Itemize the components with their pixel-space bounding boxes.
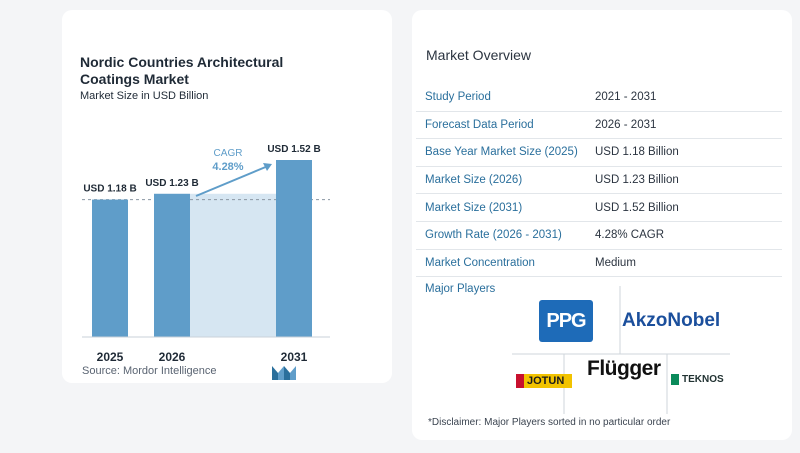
major-players-label: Major Players — [425, 283, 496, 295]
bar-2026 — [154, 193, 190, 337]
x-tick-label: 2026 — [159, 350, 186, 364]
chart-subtitle: Market Size in USD Billion — [80, 90, 209, 102]
projection-band — [190, 193, 276, 337]
chart-title: Nordic Countries Architectural Coatings … — [80, 54, 284, 87]
overview-row: Market Concentration Medium — [416, 250, 782, 278]
overview-row: Study Period 2021 - 2031 — [416, 84, 782, 112]
teknos-logo: TEKNOS — [671, 374, 724, 385]
akzonobel-logo: AkzoNobel — [622, 310, 721, 331]
data-label: USD 1.23 B — [145, 178, 198, 189]
disclaimer-text: *Disclaimer: Major Players sorted in no … — [428, 417, 671, 428]
row-value: USD 1.52 Billion — [595, 201, 679, 214]
overview-row: Growth Rate (2026 - 2031) 4.28% CAGR — [416, 222, 782, 250]
overview-row: Market Size (2031) USD 1.52 Billion — [416, 194, 782, 222]
overview-row: Forecast Data Period 2026 - 2031 — [416, 112, 782, 140]
logo-grid-lines — [512, 286, 730, 414]
teknos-mark-icon — [671, 374, 679, 385]
row-value: 2026 - 2031 — [595, 118, 657, 131]
chart-card: USD 1.18 B 2025 USD 1.23 B 2026 USD 1.52 B 20… — [62, 10, 392, 383]
cagr-label: CAGR — [214, 148, 243, 159]
overview-table: Study Period 2021 - 2031 Forecast Data P… — [416, 84, 782, 278]
row-value: USD 1.18 Billion — [595, 146, 679, 159]
row-label: Growth Rate (2026 - 2031) — [425, 229, 562, 242]
row-label: Market Size (2031) — [425, 201, 523, 214]
overview-row: Base Year Market Size (2025) USD 1.18 Bi… — [416, 139, 782, 167]
cagr-arrow-head — [263, 163, 272, 171]
overview-row: Market Size (2026) USD 1.23 Billion — [416, 167, 782, 195]
bar-chart: USD 1.18 B 2025 USD 1.23 B 2026 USD 1.52 B 20… — [82, 144, 330, 364]
mordor-intelligence-logo-icon — [272, 366, 296, 380]
source-text: Source: Mordor Intelligence — [82, 365, 217, 377]
row-label: Base Year Market Size (2025) — [425, 146, 578, 159]
jotun-flag-icon — [516, 374, 524, 388]
market-overview-card: Market Overview Study Period 2021 - 2031… — [412, 10, 792, 440]
row-label: Market Concentration — [425, 256, 535, 269]
bar-2025 — [92, 199, 128, 337]
row-value: Medium — [595, 256, 636, 269]
data-label: USD 1.18 B — [83, 184, 136, 195]
flugger-logo: Flügger — [587, 357, 661, 380]
cagr-arrow-line — [195, 165, 269, 197]
row-label: Study Period — [425, 91, 491, 104]
ppg-logo: PPG — [539, 300, 593, 342]
ppg-logo-text: PPG — [546, 309, 586, 332]
overview-title: Market Overview — [426, 47, 532, 63]
row-value: USD 1.23 Billion — [595, 174, 679, 187]
x-tick-label: 2031 — [281, 350, 308, 364]
bar-2031 — [276, 160, 312, 337]
data-label: USD 1.52 B — [267, 144, 320, 155]
jotun-logo-text: JOTUN — [527, 375, 565, 387]
teknos-logo-text: TEKNOS — [682, 374, 724, 385]
cagr-value: 4.28% — [212, 161, 243, 173]
row-value: 4.28% CAGR — [595, 229, 665, 242]
row-value: 2021 - 2031 — [595, 91, 657, 104]
jotun-logo: JOTUN — [516, 374, 572, 388]
x-tick-label: 2025 — [97, 350, 124, 364]
row-label: Market Size (2026) — [425, 174, 523, 187]
row-label: Forecast Data Period — [425, 118, 534, 131]
